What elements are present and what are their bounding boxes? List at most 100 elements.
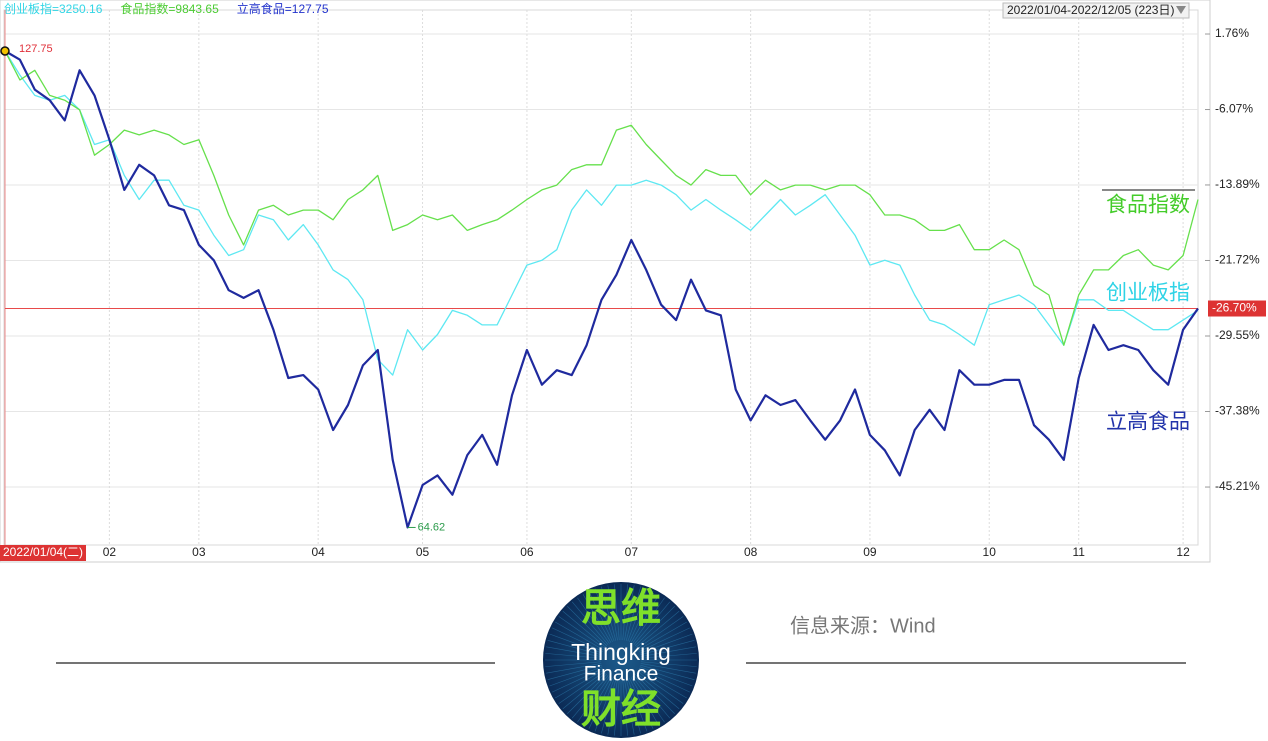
- x-tick-label: 10: [983, 545, 997, 559]
- logo-ray: [567, 673, 608, 714]
- logo-ray: [640, 640, 695, 656]
- logo-ray: [601, 679, 617, 734]
- logo-ray: [632, 676, 665, 723]
- series-line: [4, 50, 1199, 376]
- logo-ray: [594, 678, 615, 732]
- logo-ray: [558, 616, 605, 649]
- logo-ray: [582, 594, 612, 643]
- logo-ray: [629, 590, 654, 643]
- logo-ray: [622, 584, 628, 641]
- x-tick-label: 02: [103, 545, 117, 559]
- logo-ray: [627, 588, 648, 642]
- annotation: 64.62: [418, 521, 446, 533]
- logo-ray: [555, 669, 604, 699]
- logo-ray: [558, 671, 605, 704]
- logo-ray: [630, 594, 660, 643]
- x-tick-label: 08: [744, 545, 758, 559]
- logo-ray: [551, 627, 604, 652]
- logo-ray: [601, 586, 617, 641]
- legend-label: 食品指数: [1106, 194, 1190, 217]
- logo-ray: [562, 672, 606, 710]
- annotation: 127.75: [19, 43, 53, 55]
- grid: [4, 10, 1210, 545]
- logo-ray: [637, 671, 684, 704]
- reference-label-box: [1208, 300, 1266, 317]
- logo-ray: [640, 646, 696, 657]
- logo-ray: [545, 661, 602, 667]
- logo-ray: [634, 606, 675, 647]
- logo-ray: [637, 616, 684, 649]
- logo-ray: [547, 640, 602, 656]
- y-tick-label: -21.72%: [1215, 253, 1260, 267]
- logo-ray: [577, 676, 610, 723]
- logo-ray: [562, 610, 606, 648]
- labels: 创业板指=3250.16 食品指数=9843.65 立高食品=127.75 1.76%…: [0, 1, 1266, 561]
- series-line: [4, 50, 1199, 346]
- start-marker: [0, 46, 10, 56]
- logo-ray: [632, 597, 665, 644]
- reference-label: -26.70%: [1212, 301, 1257, 315]
- logo-ray: [546, 663, 602, 674]
- logo-ray: [638, 621, 687, 651]
- logo-ray: [625, 679, 641, 734]
- y-tick-label: 1.76%: [1215, 26, 1249, 40]
- logo-ray: [633, 675, 671, 719]
- logo-ray: [622, 679, 628, 736]
- x-tick-label: 04: [311, 545, 325, 559]
- logo-ray: [638, 669, 687, 699]
- y-tick-label: -13.89%: [1215, 177, 1260, 191]
- logo-ray: [634, 673, 675, 714]
- chart-panel: [0, 0, 1211, 563]
- logo-ray: [614, 679, 620, 736]
- logo-ray: [588, 590, 613, 643]
- logo-ray: [551, 668, 604, 693]
- logo-ray: [640, 663, 696, 674]
- logo-ray: [567, 606, 608, 647]
- logo-ray: [638, 668, 691, 693]
- x-tick-label: 05: [416, 545, 430, 559]
- logo-bottom: 财经: [581, 688, 661, 732]
- logo-ray: [629, 677, 654, 730]
- logo-ray: [577, 597, 610, 644]
- y-tick-label: -37.38%: [1215, 404, 1260, 418]
- logo-ray: [607, 679, 618, 735]
- logo-ray: [547, 664, 602, 680]
- logo-ray: [636, 610, 680, 648]
- series-lines: [4, 50, 1199, 529]
- x-start-box: [0, 545, 86, 561]
- logo-ray: [614, 584, 620, 641]
- logo-ray: [627, 678, 648, 732]
- logo-ray: [549, 666, 603, 687]
- x-tick-label: 07: [625, 545, 639, 559]
- logo-ray: [624, 585, 635, 641]
- logo-ray: [638, 627, 691, 652]
- x-tick-label: 03: [192, 545, 206, 559]
- logo-line: Thingking: [571, 639, 671, 665]
- series-line: [4, 50, 1199, 529]
- logo-ray: [571, 601, 609, 645]
- logo-ray: [639, 633, 693, 654]
- logo-ray: [640, 653, 697, 659]
- date-range: 2022/01/04-2022/12/05 (223日): [1007, 3, 1174, 17]
- logo-ray: [640, 664, 695, 680]
- logo-ray: [555, 621, 604, 651]
- y-tick-label: -6.07%: [1215, 102, 1253, 116]
- logo-ray: [546, 646, 602, 657]
- logo-ray: [549, 633, 603, 654]
- logo-ray: [630, 677, 660, 726]
- logo-rays: [545, 584, 697, 736]
- logo-ray: [639, 666, 693, 687]
- logo-ray: [633, 601, 671, 645]
- x-tick-label: 09: [863, 545, 877, 559]
- header-label: 食品指数=9843.65: [120, 1, 219, 16]
- legend-label: 立高食品: [1106, 411, 1190, 434]
- x-tick-label: 06: [520, 545, 534, 559]
- header-label: 创业板指=3250.16: [4, 1, 103, 16]
- logo-ray: [640, 661, 697, 667]
- x-tick-label: 2022/01/04(二): [3, 545, 83, 559]
- legend-label: 创业板指: [1106, 282, 1190, 305]
- date-range-box: [1002, 2, 1190, 19]
- x-tick-label: 11: [1072, 545, 1085, 559]
- y-tick-label: -29.55%: [1215, 328, 1260, 342]
